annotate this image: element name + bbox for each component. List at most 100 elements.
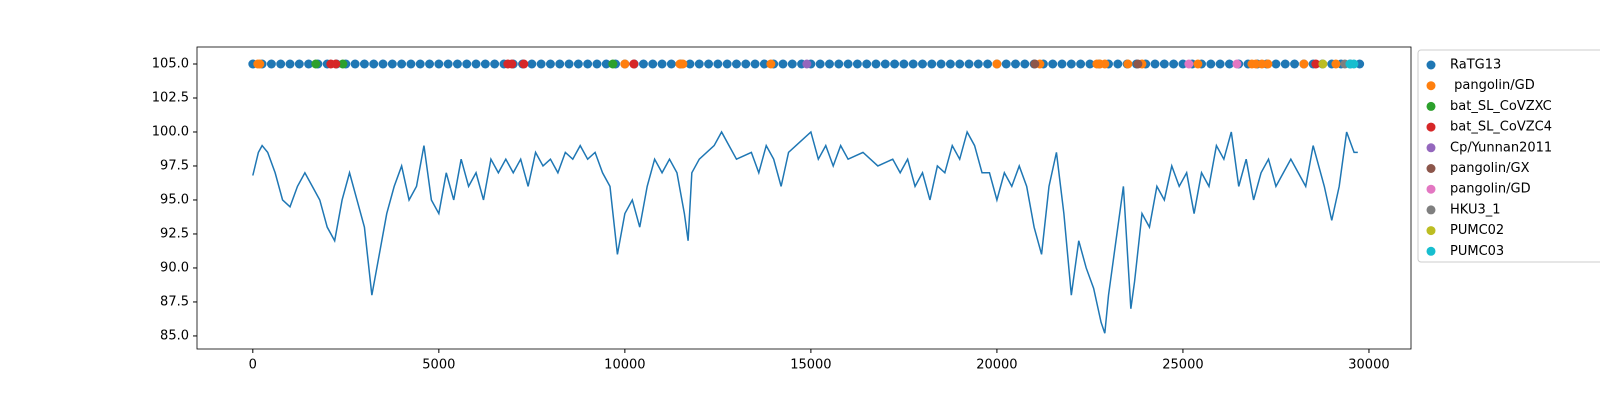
- x-tick-label: 20000: [976, 358, 1017, 373]
- scatter-point: [434, 59, 444, 69]
- scatter-point: [815, 59, 825, 69]
- x-tick-label: 25000: [1162, 358, 1203, 373]
- legend-label: HKU3_1: [1450, 202, 1501, 217]
- scatter-point: [880, 59, 890, 69]
- scatter-point: [899, 59, 909, 69]
- y-tick-label: 92.5: [160, 226, 189, 241]
- scatter-point: [601, 59, 611, 69]
- legend-marker: [1426, 60, 1436, 70]
- scatter-point: [787, 59, 797, 69]
- legend-marker: [1426, 143, 1436, 153]
- scatter-point: [1133, 59, 1143, 69]
- y-tick-label: 90.0: [160, 260, 189, 275]
- x-tick-label: 10000: [604, 358, 645, 373]
- scatter-point: [304, 59, 314, 69]
- legend-marker: [1426, 101, 1436, 111]
- scatter-point: [359, 59, 369, 69]
- legend-label: PUMC02: [1450, 223, 1504, 238]
- scatter-point: [480, 59, 490, 69]
- scatter-point: [369, 59, 379, 69]
- legend-marker: [1426, 81, 1436, 91]
- x-tick-label: 0: [249, 358, 257, 373]
- scatter-point: [1159, 59, 1169, 69]
- scatter-point: [536, 59, 546, 69]
- scatter-point: [945, 59, 955, 69]
- scatter-point: [266, 59, 276, 69]
- scatter-point: [713, 59, 723, 69]
- scatter-point: [1224, 59, 1234, 69]
- scatter-point: [350, 59, 360, 69]
- scatter-point: [908, 59, 918, 69]
- scatter-point: [620, 59, 630, 69]
- y-tick-label: 100.0: [152, 124, 189, 139]
- scatter-point: [722, 59, 732, 69]
- scatter-point: [1206, 59, 1216, 69]
- scatter-point: [406, 59, 416, 69]
- scatter-point: [657, 59, 667, 69]
- scatter-point: [1299, 59, 1309, 69]
- data-line: [252, 129, 1358, 334]
- legend-marker: [1426, 226, 1436, 236]
- legend-frame: [1417, 49, 1600, 263]
- scatter-point: [778, 59, 788, 69]
- scatter-point: [1271, 59, 1281, 69]
- y-tick-label: 97.5: [160, 158, 189, 173]
- scatter-point: [1048, 59, 1058, 69]
- scatter-point: [1280, 59, 1290, 69]
- legend-label: Cp/Yunnan2011: [1450, 140, 1552, 155]
- scatter-point: [824, 59, 834, 69]
- scatter-point: [852, 59, 862, 69]
- scatter-point: [1076, 59, 1086, 69]
- scatter-point: [331, 59, 341, 69]
- scatter-point: [1113, 59, 1123, 69]
- scatter-point: [927, 59, 937, 69]
- scatter-point: [862, 59, 872, 69]
- scatter-point: [443, 59, 453, 69]
- scatter-point: [311, 59, 321, 69]
- scatter-point: [397, 59, 407, 69]
- scatter-point: [666, 59, 676, 69]
- scatter-point: [1066, 59, 1076, 69]
- scatter-point: [387, 59, 397, 69]
- y-tick-label: 102.5: [152, 90, 189, 105]
- scatter-point: [294, 59, 304, 69]
- scatter-point: [750, 59, 760, 69]
- scatter-point: [638, 59, 648, 69]
- scatter-point: [1150, 59, 1160, 69]
- scatter-point: [983, 59, 993, 69]
- scatter-point: [802, 59, 812, 69]
- scatter-point: [1184, 59, 1194, 69]
- legend-marker: [1426, 184, 1436, 194]
- scatter-point: [338, 59, 348, 69]
- scatter-point: [378, 59, 388, 69]
- scatter-point: [741, 59, 751, 69]
- y-tick-label: 87.5: [160, 294, 189, 309]
- scatter-point: [685, 59, 695, 69]
- legend-label: pangolin/GX: [1450, 161, 1530, 176]
- scatter-point: [1263, 59, 1273, 69]
- scatter-point: [564, 59, 574, 69]
- legend-marker: [1426, 122, 1436, 132]
- scatter-point: [1100, 59, 1110, 69]
- x-tick-label: 15000: [790, 358, 831, 373]
- scatter-point: [583, 59, 593, 69]
- scatter-point: [1232, 59, 1242, 69]
- scatter-point: [462, 59, 472, 69]
- legend-marker: [1426, 164, 1436, 173]
- scatter-point: [490, 59, 500, 69]
- scatter-point: [285, 59, 295, 69]
- scatter-point: [1331, 59, 1341, 69]
- y-tick-label: 95.0: [160, 192, 189, 207]
- scatter-point: [1085, 59, 1095, 69]
- x-tick-label: 5000: [422, 358, 455, 373]
- x-tick-label: 30000: [1348, 358, 1389, 373]
- scatter-point: [678, 59, 688, 69]
- scatter-point: [1193, 59, 1203, 69]
- scatter-point: [834, 59, 844, 69]
- scatter-point: [507, 59, 517, 69]
- scatter-point: [890, 59, 900, 69]
- scatter-point: [1030, 59, 1040, 69]
- legend-marker: [1426, 205, 1436, 215]
- axes-frame: [196, 46, 1412, 350]
